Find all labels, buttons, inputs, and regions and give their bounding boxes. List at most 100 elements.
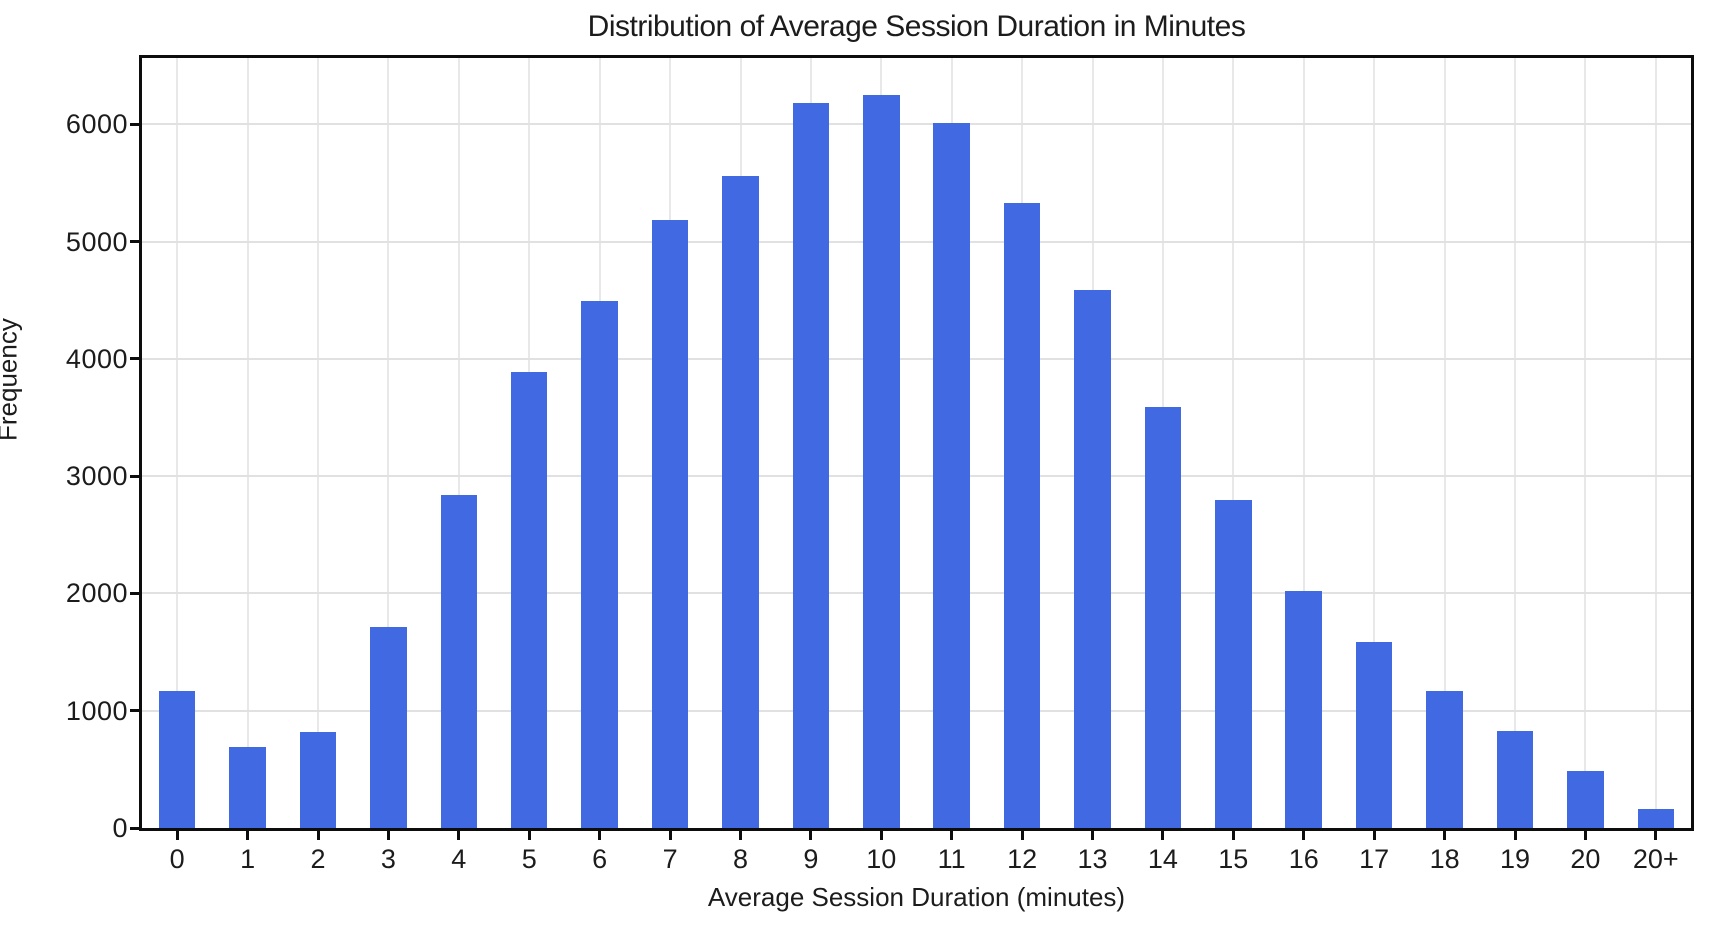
x-tick-label: 4 (451, 844, 467, 874)
x-tick-mark (1583, 831, 1587, 840)
y-tick-label: 0 (112, 813, 128, 843)
v-gridline (1584, 58, 1587, 828)
v-gridline (1443, 58, 1446, 828)
x-tick-label: 2 (310, 844, 326, 874)
x-tick-mark (668, 831, 672, 840)
x-tick-label: 11 (937, 844, 966, 874)
bar (863, 94, 900, 828)
x-tick-mark (1091, 831, 1094, 840)
y-tick-mark (130, 591, 139, 595)
bar (1215, 499, 1252, 828)
x-axis-label: Average Session Duration (minutes) (707, 882, 1126, 912)
x-tick-label: 17 (1359, 844, 1390, 874)
v-gridline (246, 58, 249, 828)
bar (1426, 690, 1463, 828)
v-gridline (317, 58, 319, 828)
x-tick-mark (1443, 831, 1447, 840)
bar (1496, 730, 1534, 828)
x-tick-label: 19 (1499, 844, 1531, 874)
y-axis-label-text: Frequency (0, 318, 23, 441)
y-tick-label: 3000 (65, 461, 128, 492)
v-gridline (387, 58, 390, 828)
y-tick-mark (130, 474, 139, 478)
x-tick-mark (1654, 831, 1658, 840)
x-tick-label: 8 (732, 844, 749, 874)
bar (158, 690, 196, 828)
bar (581, 301, 618, 828)
y-tick-label: 4000 (65, 343, 128, 374)
x-tick-label: 15 (1218, 844, 1249, 874)
x-tick-mark (739, 831, 742, 840)
plot-area (142, 58, 1691, 828)
bar (1144, 406, 1182, 828)
x-tick-label: 7 (662, 844, 678, 874)
x-tick-label: 12 (1007, 844, 1038, 874)
x-tick-mark (1020, 831, 1024, 840)
y-tick-label: 1000 (65, 695, 128, 726)
x-tick-mark (809, 831, 813, 840)
x-tick-label: 14 (1147, 844, 1178, 874)
x-tick-mark (1161, 831, 1165, 840)
y-tick-mark (130, 122, 139, 126)
x-tick-mark (457, 831, 461, 840)
y-tick-mark (130, 240, 139, 244)
bar (933, 123, 970, 828)
bar (370, 627, 407, 828)
x-tick-label: 9 (803, 844, 819, 874)
y-tick-mark (130, 826, 139, 830)
v-gridline (1302, 58, 1305, 828)
v-gridline (457, 58, 460, 828)
bar (651, 220, 689, 828)
y-tick-label: 2000 (65, 578, 128, 609)
x-tick-label: 16 (1288, 844, 1319, 874)
x-tick-mark (1513, 831, 1517, 840)
v-gridline (176, 58, 179, 828)
x-tick-label: 0 (169, 844, 185, 874)
plot-frame (139, 55, 1694, 831)
bar (440, 494, 478, 828)
v-gridline (1232, 58, 1235, 828)
bar (722, 175, 759, 828)
h-gridline (142, 475, 1691, 478)
x-tick-label: 1 (240, 844, 256, 874)
h-gridline (142, 123, 1691, 126)
x-tick-label: 3 (380, 844, 396, 874)
h-gridline (142, 357, 1691, 360)
bar (1567, 770, 1604, 828)
chart-title: Distribution of Average Session Duration… (587, 10, 1246, 43)
v-gridline (1514, 58, 1516, 828)
bar (1285, 591, 1322, 828)
bar (1637, 809, 1675, 828)
x-tick-label: 20 (1570, 844, 1601, 874)
bar (1003, 202, 1041, 828)
y-tick-mark (130, 357, 139, 361)
x-tick-label: 20+ (1632, 844, 1679, 874)
h-gridline (142, 592, 1691, 595)
x-tick-mark (598, 831, 602, 840)
y-tick-mark (130, 709, 139, 713)
bar (1074, 289, 1111, 828)
x-tick-mark (527, 831, 531, 840)
x-tick-mark (1231, 831, 1235, 840)
y-tick-label: 5000 (65, 226, 128, 257)
bar (1355, 641, 1393, 828)
x-tick-mark (1372, 831, 1376, 840)
h-gridline (142, 709, 1691, 712)
x-tick-label: 18 (1429, 844, 1460, 874)
v-gridline (1373, 58, 1376, 828)
x-tick-label: 13 (1077, 844, 1108, 874)
x-tick-mark (879, 831, 883, 840)
y-tick-label: 6000 (65, 109, 128, 140)
x-tick-mark (175, 831, 179, 840)
h-gridline (142, 240, 1691, 243)
v-gridline (1654, 58, 1657, 828)
x-tick-label: 10 (866, 844, 897, 874)
bar (510, 371, 548, 828)
x-tick-mark (950, 831, 954, 840)
x-tick-mark (1302, 831, 1306, 840)
x-tick-label: 6 (592, 844, 608, 874)
x-tick-label: 5 (521, 844, 537, 874)
x-tick-mark (386, 831, 390, 840)
x-tick-mark (316, 831, 320, 840)
